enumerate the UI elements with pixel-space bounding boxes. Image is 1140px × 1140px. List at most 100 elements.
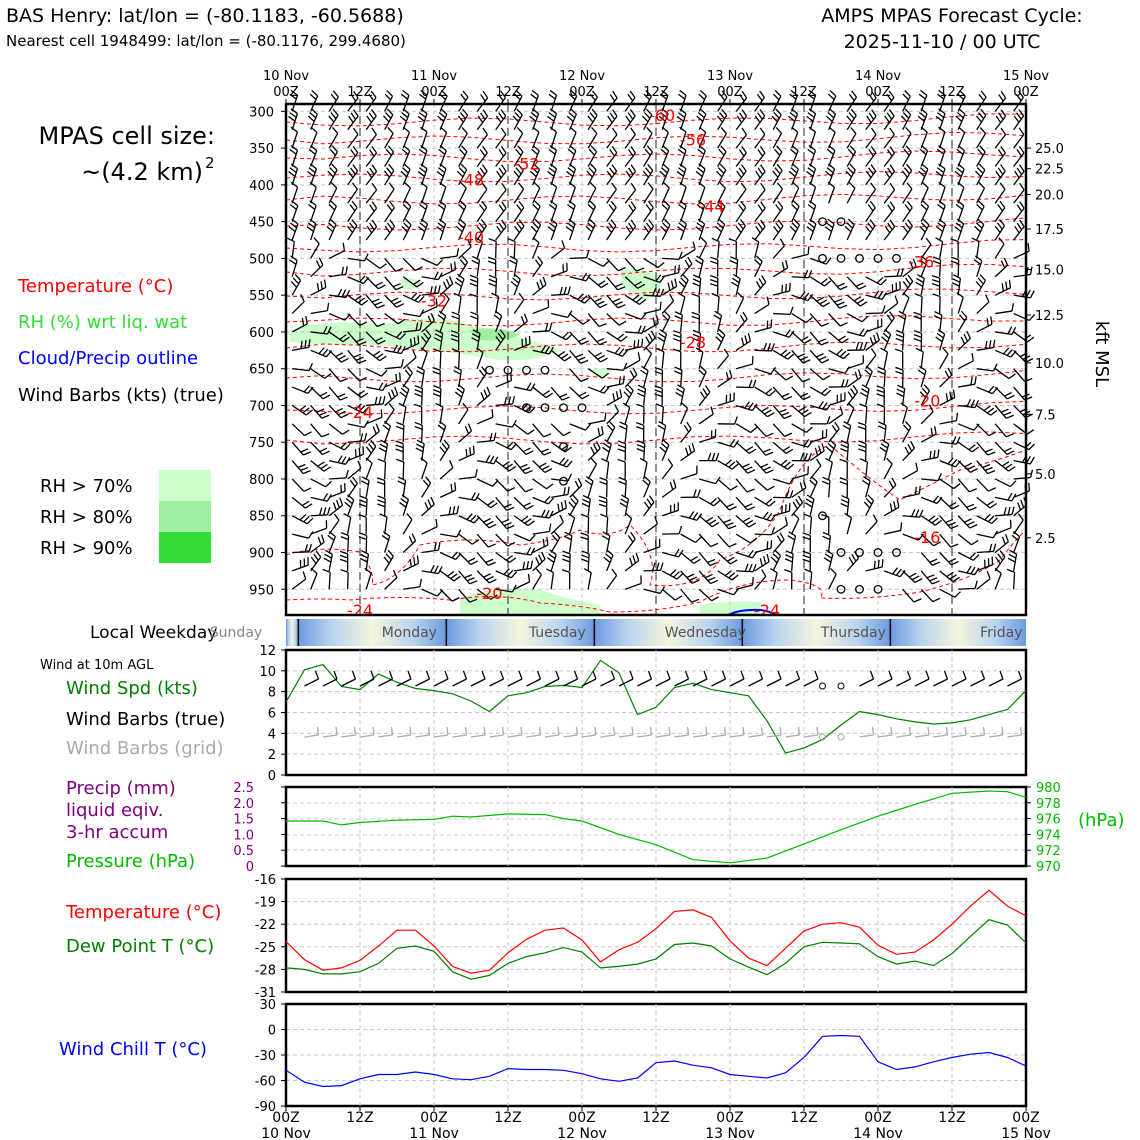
wind-barb-feather	[392, 344, 398, 353]
wind-barb-true	[906, 670, 912, 680]
wind-barb-feather	[987, 469, 996, 475]
wind-barb-feather	[677, 167, 686, 174]
wind-barb-feather	[619, 389, 623, 398]
wind-barb-feather	[396, 421, 405, 426]
wind-barb-true	[740, 670, 745, 680]
wind-barb-feather	[974, 567, 980, 576]
wind-barb-feather	[541, 465, 550, 471]
wind-barb	[606, 188, 617, 204]
wind-barb-feather	[319, 507, 323, 516]
calm-marker	[873, 253, 883, 263]
wind-barb	[643, 114, 653, 131]
wind-barb	[1013, 459, 1031, 465]
wind-barb-feather	[330, 112, 337, 120]
wind-barb	[328, 504, 343, 517]
wind-barb-feather	[402, 89, 410, 96]
wind-barb-feather	[681, 402, 688, 409]
wind-barb-grid	[483, 726, 486, 736]
wind-barb-feather	[729, 559, 738, 565]
wind-barb-feather	[952, 274, 961, 279]
wind-barb-feather	[744, 563, 749, 572]
wind-barb-feather	[820, 341, 829, 346]
wind-barb	[624, 152, 636, 167]
wind-barb-feather	[377, 495, 386, 500]
wind-barb	[865, 339, 880, 351]
wind-barb-feather	[975, 170, 982, 178]
wind-barb-feather	[699, 89, 707, 97]
wind-barb-feather	[563, 487, 566, 496]
wind-barb-feather	[594, 352, 603, 358]
wind-barb-feather	[539, 279, 544, 288]
wind-barb	[606, 462, 610, 480]
wind-barb-feather	[921, 181, 929, 189]
wind-barb-feather	[859, 403, 868, 408]
wind-barb-feather	[757, 149, 764, 157]
wind-barb	[921, 456, 938, 462]
wind-barb-feather	[398, 372, 401, 381]
wind-barb-feather	[1004, 391, 1012, 397]
wind-barb	[514, 567, 532, 572]
wind-barb-feather	[696, 513, 703, 521]
wind-barb	[421, 305, 438, 315]
wind-barb-feather	[538, 462, 547, 468]
wind-barb-feather	[324, 373, 332, 379]
pressure-tick-label: 550	[249, 289, 274, 304]
kft-tick-label: 5.0	[1035, 468, 1056, 483]
wind-barb-feather	[383, 556, 390, 564]
wind-barb	[883, 570, 901, 578]
wind-barb-feather	[630, 164, 637, 172]
wind-barb	[384, 294, 398, 308]
wind-barb-feather	[562, 554, 571, 559]
wind-barb	[606, 426, 616, 443]
calm-marker	[540, 403, 550, 413]
wind-barb	[643, 462, 648, 480]
wind-barb	[328, 405, 342, 419]
wind-barb-feather	[404, 181, 411, 189]
wind-barb	[809, 186, 817, 204]
wind-barb-true	[481, 670, 486, 680]
wind-barb	[402, 342, 419, 351]
wind-barb-feather	[400, 498, 408, 504]
wind-barb-feather	[691, 293, 700, 298]
wind-barb-feather	[379, 443, 388, 449]
wind-barb	[606, 225, 617, 241]
wind-barb	[865, 406, 868, 424]
wind-barb	[587, 114, 598, 131]
wind-barb	[698, 260, 704, 277]
wind-barb-feather	[457, 203, 465, 211]
wind-barb-feather	[299, 405, 307, 412]
wind-barb	[883, 425, 887, 443]
wind-barb-grid	[742, 726, 745, 736]
wind-barb	[292, 551, 310, 554]
wind-barb-feather	[950, 238, 959, 243]
wind-barb-grid	[890, 726, 893, 736]
wind-barb-grid	[988, 734, 1004, 738]
wind-barb-feather	[300, 448, 309, 453]
calm-marker	[837, 682, 845, 690]
wind-barb-feather	[601, 535, 610, 541]
wind-barb-feather	[975, 255, 983, 262]
wind-barb-feather	[568, 200, 576, 207]
wind-barb	[476, 259, 481, 277]
wind-barb-feather	[761, 275, 767, 283]
wind-barb	[939, 150, 946, 167]
wind-barb-feather	[1006, 414, 1014, 419]
isotherm-label: -60	[649, 106, 675, 125]
wind-barb-feather	[931, 580, 940, 585]
wind-barb	[883, 189, 896, 204]
wind-barb	[384, 225, 396, 241]
wind-barb-feather	[1003, 507, 1007, 516]
wind-barb-feather	[723, 348, 730, 356]
wind-barb-feather	[679, 181, 687, 188]
wind-barb-feather	[997, 149, 1004, 157]
wind-barb-feather	[451, 348, 460, 353]
wind-barb-feather	[377, 284, 386, 290]
wind-barb-feather	[654, 370, 663, 375]
wind-barb-feather	[776, 182, 783, 190]
wind-barb-feather	[535, 568, 542, 576]
wind-barb	[717, 334, 726, 351]
wind-barb-feather	[895, 337, 904, 342]
wind-barb-feather	[315, 550, 322, 558]
wind-barb	[458, 224, 467, 241]
wind-barb	[384, 409, 395, 425]
